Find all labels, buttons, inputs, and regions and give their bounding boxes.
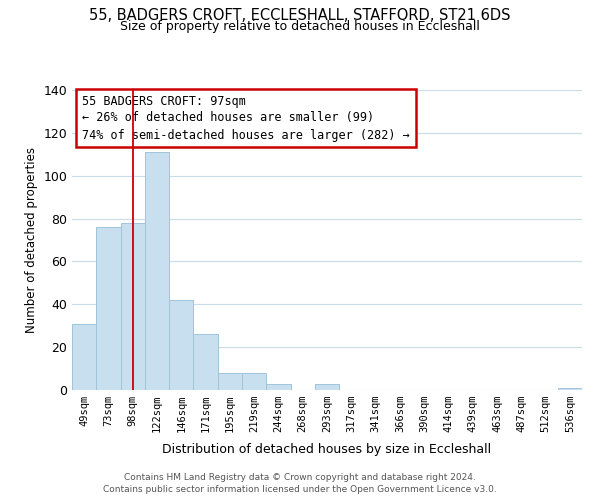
Text: Distribution of detached houses by size in Eccleshall: Distribution of detached houses by size … [163, 442, 491, 456]
Bar [315, 384, 339, 390]
Text: Size of property relative to detached houses in Eccleshall: Size of property relative to detached ho… [120, 20, 480, 33]
Bar [242, 373, 266, 390]
Bar [72, 324, 96, 390]
Bar [558, 388, 582, 390]
Text: 55, BADGERS CROFT, ECCLESHALL, STAFFORD, ST21 6DS: 55, BADGERS CROFT, ECCLESHALL, STAFFORD,… [89, 8, 511, 22]
Bar [121, 223, 145, 390]
Bar [96, 227, 121, 390]
Bar [266, 384, 290, 390]
Bar [169, 300, 193, 390]
Text: Contains HM Land Registry data © Crown copyright and database right 2024.: Contains HM Land Registry data © Crown c… [124, 472, 476, 482]
Y-axis label: Number of detached properties: Number of detached properties [25, 147, 38, 333]
Bar [218, 373, 242, 390]
Text: Contains public sector information licensed under the Open Government Licence v3: Contains public sector information licen… [103, 485, 497, 494]
Bar [193, 334, 218, 390]
Text: 55 BADGERS CROFT: 97sqm
← 26% of detached houses are smaller (99)
74% of semi-de: 55 BADGERS CROFT: 97sqm ← 26% of detache… [82, 94, 410, 142]
Bar [145, 152, 169, 390]
